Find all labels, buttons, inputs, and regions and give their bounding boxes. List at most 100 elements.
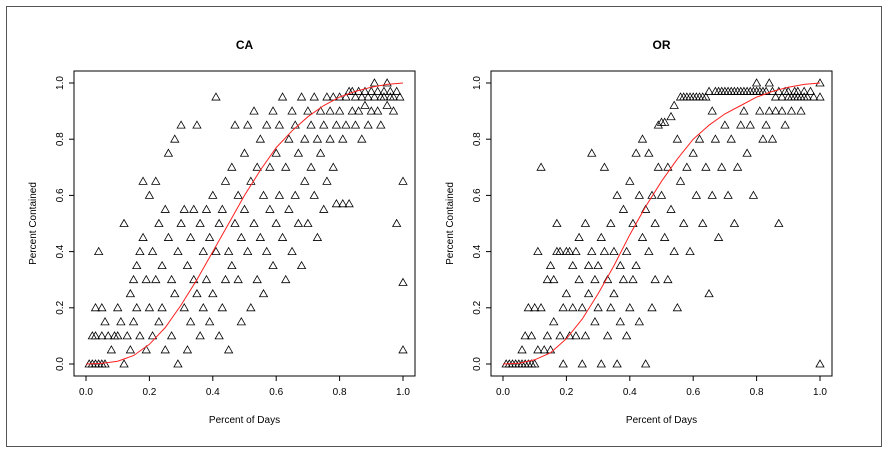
data-point <box>666 111 676 121</box>
data-point <box>612 359 622 368</box>
data-point <box>97 302 107 312</box>
data-point <box>517 345 527 354</box>
data-point <box>265 204 275 213</box>
data-point <box>704 86 714 95</box>
data-point <box>723 190 733 199</box>
x-tick-label: 0.2 <box>559 387 573 398</box>
data-point <box>227 260 237 270</box>
data-point <box>625 302 635 312</box>
data-point <box>268 260 278 270</box>
data-point <box>334 106 345 115</box>
data-point <box>796 106 806 115</box>
data-point <box>166 331 177 340</box>
data-point <box>398 176 408 185</box>
data-point <box>195 218 205 227</box>
data-point <box>558 302 568 312</box>
data-point <box>533 246 543 256</box>
y-axis-label: Percent Contained <box>28 182 39 265</box>
data-point <box>577 302 587 312</box>
data-point <box>385 86 396 95</box>
data-point <box>223 345 234 354</box>
data-point <box>192 120 202 129</box>
data-point <box>549 317 559 326</box>
x-axis-label: Percent of Days <box>209 415 280 426</box>
data-point <box>338 199 348 208</box>
data-point <box>391 86 402 95</box>
data-point <box>360 86 370 95</box>
data-point <box>663 274 673 284</box>
data-point <box>366 106 376 115</box>
chart-title: CA <box>236 38 254 52</box>
data-point <box>542 331 553 340</box>
data-point <box>526 331 537 340</box>
data-point <box>666 204 676 213</box>
data-point <box>568 260 578 270</box>
data-point <box>369 92 380 101</box>
data-point <box>691 190 702 199</box>
data-point <box>312 134 323 143</box>
data-point <box>777 92 787 101</box>
data-point <box>587 246 597 256</box>
data-point <box>590 317 600 326</box>
data-point <box>277 232 288 241</box>
data-point <box>707 106 717 115</box>
data-point <box>388 106 399 115</box>
data-point <box>628 274 638 284</box>
data-point <box>637 232 648 241</box>
data-point <box>631 148 641 157</box>
data-point <box>100 317 110 326</box>
data-point <box>347 106 357 115</box>
data-point <box>634 190 644 199</box>
data-point <box>132 260 142 270</box>
data-point <box>144 190 155 199</box>
data-point <box>204 232 215 241</box>
data-point <box>271 148 281 157</box>
data-point <box>644 148 654 157</box>
data-point <box>780 120 790 129</box>
data-point <box>350 120 361 129</box>
data-point <box>815 92 825 101</box>
data-point <box>319 204 329 213</box>
x-tick-label: 1.0 <box>813 387 827 398</box>
data-point <box>93 246 104 256</box>
data-point <box>116 317 126 326</box>
data-point <box>284 204 294 213</box>
data-point <box>388 92 399 101</box>
data-point <box>170 288 180 298</box>
data-point <box>252 162 262 171</box>
data-point <box>141 274 151 284</box>
data-point <box>198 246 208 256</box>
data-point <box>128 317 139 326</box>
data-point <box>103 331 113 340</box>
data-point <box>675 176 686 185</box>
data-point <box>185 232 196 241</box>
charts-canvas: CA Percent of Days Percent Contained 0.0… <box>28 38 833 426</box>
plot-area <box>73 70 416 377</box>
data-point <box>523 302 534 312</box>
chart-title: OR <box>653 38 671 52</box>
data-point <box>274 190 285 199</box>
data-point <box>360 100 370 109</box>
data-point <box>398 277 408 286</box>
y-tick-label: 0.2 <box>472 300 483 314</box>
data-point <box>637 134 648 143</box>
fitted-curve <box>85 82 404 365</box>
data-point <box>230 120 240 129</box>
data-point <box>761 120 771 129</box>
data-point <box>119 218 129 227</box>
data-point <box>246 176 256 185</box>
data-point <box>325 134 335 143</box>
data-point <box>606 302 616 312</box>
data-point <box>366 86 376 95</box>
y-tick-label: 0.4 <box>472 244 483 258</box>
data-point <box>376 120 386 129</box>
x-tick-label: 1.0 <box>396 387 410 398</box>
data-point <box>138 176 148 185</box>
data-point <box>223 246 234 256</box>
data-point <box>685 246 695 256</box>
plot-area <box>490 70 833 377</box>
data-point <box>176 120 186 129</box>
data-point <box>303 218 313 227</box>
data-point <box>353 106 364 115</box>
x-tick-label: 0.2 <box>142 387 156 398</box>
